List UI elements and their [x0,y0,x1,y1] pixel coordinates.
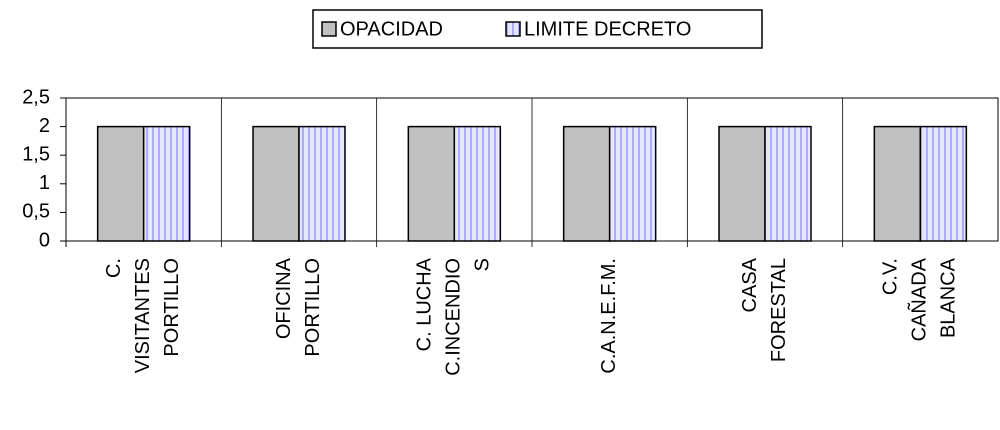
bar [562,125,611,242]
y-tick-label: 1,5 [22,143,50,165]
x-tick-label: C.INCENDIO [443,258,465,376]
bar [298,125,346,242]
x-tick-label: C. [103,258,125,278]
x-tick-label: OFICINA [273,257,295,339]
legend-box [312,9,763,49]
x-tick-label: C.V. [880,258,902,295]
bar [919,125,968,242]
x-tick-label: PORTILLO [161,258,183,357]
bar [718,125,766,242]
y-tick-label: 0,5 [22,201,50,223]
bar [764,125,812,242]
bar [407,125,456,242]
y-tick-label: 0 [39,229,50,251]
y-tick-label: 1 [39,172,50,194]
x-tick-label: PORTILLO [302,258,324,357]
x-tick-label: VISITANTES [132,258,154,373]
y-tick-label: 2,5 [22,86,50,108]
x-tick-label: S [472,258,494,271]
bar [453,125,502,242]
x-tick-label: C.A.N.E.F.M. [598,258,620,374]
bar [96,125,145,242]
bar [873,125,922,242]
legend-label: LIMITE DECRETO [524,18,691,40]
x-tick-label: CAÑADA [907,257,931,341]
x-tick-label: BLANCA [938,257,960,338]
bar [142,125,191,242]
legend-label: OPACIDAD [340,18,443,40]
y-tick-label: 2 [39,115,50,137]
x-tick-label: C. LUCHA [414,257,436,351]
legend-swatch [321,21,337,37]
x-tick-label: FORESTAL [768,258,790,362]
x-tick-label: CASA [739,257,761,312]
bar [608,125,657,242]
bar [252,125,300,242]
legend-swatch [505,21,521,37]
